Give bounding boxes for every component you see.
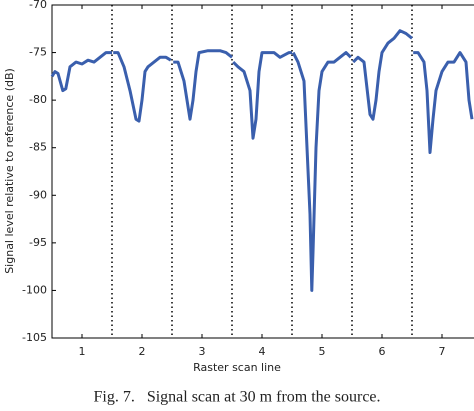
y-tick-label: -85 bbox=[29, 141, 47, 154]
y-tick-label: -70 bbox=[29, 0, 47, 11]
x-tick-label: 1 bbox=[79, 345, 86, 358]
y-tick-label: -105 bbox=[22, 331, 47, 344]
x-tick-label: 5 bbox=[319, 345, 326, 358]
caption: Fig. 7. Signal scan at 30 m from the sou… bbox=[93, 389, 380, 406]
y-tick-label: -100 bbox=[22, 283, 47, 296]
x-tick-label: 7 bbox=[439, 345, 446, 358]
x-tick-label: 4 bbox=[259, 345, 266, 358]
y-tick-label: -75 bbox=[29, 46, 47, 59]
x-tick-label: 3 bbox=[199, 345, 206, 358]
y-tick-label: -80 bbox=[29, 93, 47, 106]
x-axis-label: Raster scan line bbox=[193, 361, 281, 374]
x-tick-label: 6 bbox=[379, 345, 386, 358]
x-tick-label: 2 bbox=[139, 345, 146, 358]
y-axis-label: Signal level relative to reference (dB) bbox=[3, 68, 16, 274]
axis-frame bbox=[51, 4, 474, 339]
y-tick-label: -90 bbox=[29, 188, 47, 201]
y-tick-label: -95 bbox=[29, 236, 47, 249]
signal-line bbox=[50, 29, 474, 292]
